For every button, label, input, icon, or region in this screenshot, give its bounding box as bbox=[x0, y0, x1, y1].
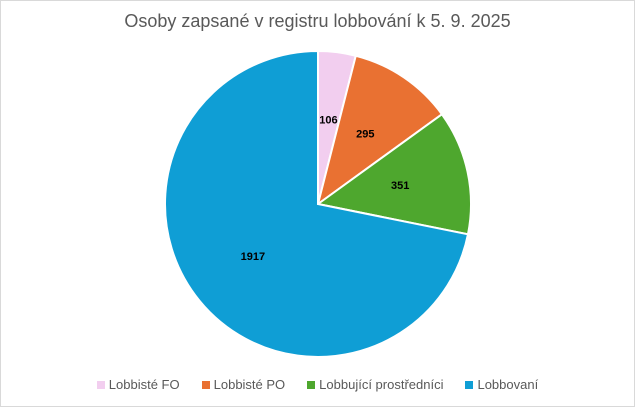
chart-legend: Lobbisté FO Lobbisté PO Lobbující prostřed… bbox=[1, 377, 634, 392]
legend-swatch-4 bbox=[465, 380, 474, 389]
legend-item-1: Lobbisté FO bbox=[96, 377, 180, 392]
data-label-4: 1917 bbox=[241, 251, 265, 263]
legend-swatch-3 bbox=[307, 380, 316, 389]
legend-label-1: Lobbisté FO bbox=[108, 377, 180, 392]
pie-slice-2 bbox=[316, 54, 444, 207]
data-label-3: 351 bbox=[391, 180, 409, 192]
legend-swatch-2 bbox=[201, 380, 210, 389]
pie-slice-3 bbox=[315, 112, 472, 236]
legend-item-3: Lobbující prostředníci bbox=[307, 377, 443, 392]
data-label-2: 295 bbox=[356, 128, 374, 140]
data-label-1: 106 bbox=[319, 114, 337, 126]
legend-label-4: Lobbovaní bbox=[477, 377, 539, 392]
pie-slice-4 bbox=[164, 49, 470, 358]
legend-item-2: Lobbisté PO bbox=[201, 377, 286, 392]
legend-item-4: Lobbovaní bbox=[465, 377, 538, 392]
chart-title: Osoby zapsané v registru lobbování k 5. … bbox=[124, 11, 511, 31]
legend-label-3: Lobbující prostředníci bbox=[319, 377, 444, 392]
legend-swatch-1 bbox=[96, 380, 105, 389]
legend-label-2: Lobbisté PO bbox=[213, 377, 286, 392]
